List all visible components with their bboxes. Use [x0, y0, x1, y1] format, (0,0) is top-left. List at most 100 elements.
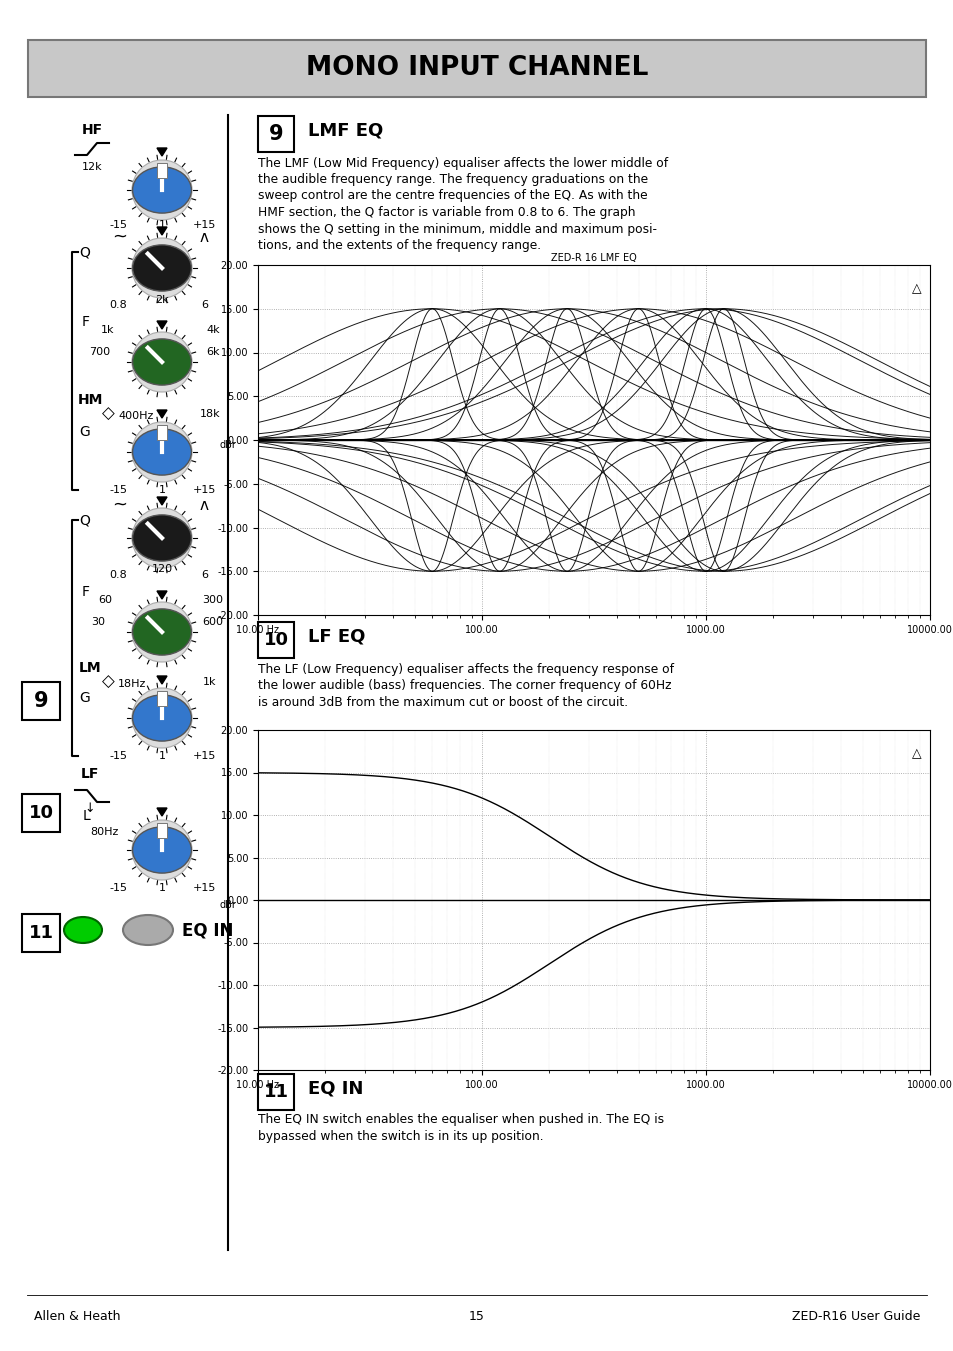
Text: 1k: 1k	[203, 677, 216, 688]
Polygon shape	[157, 497, 167, 505]
Text: 80Hz: 80Hz	[90, 827, 118, 838]
Text: +15: +15	[193, 220, 215, 230]
Text: -15: -15	[109, 884, 127, 893]
Text: +15: +15	[193, 884, 215, 893]
Y-axis label: dBr: dBr	[219, 440, 236, 450]
Circle shape	[132, 820, 192, 880]
Bar	[257, 116, 294, 153]
Bar	[257, 621, 294, 658]
Bar	[22, 682, 60, 720]
Ellipse shape	[132, 168, 192, 213]
Text: 18k: 18k	[199, 409, 220, 419]
Text: G: G	[79, 426, 90, 439]
Text: F: F	[82, 585, 90, 598]
Ellipse shape	[132, 245, 192, 290]
Text: -15: -15	[109, 751, 127, 761]
Text: HMF section, the Q factor is variable from 0.8 to 6. The graph: HMF section, the Q factor is variable fr…	[257, 205, 635, 219]
Circle shape	[132, 422, 192, 482]
Text: L: L	[82, 809, 90, 823]
Text: The LMF (Low Mid Frequency) equaliser affects the lower middle of: The LMF (Low Mid Frequency) equaliser af…	[257, 157, 667, 169]
Text: 0.8: 0.8	[109, 300, 127, 309]
Text: 60: 60	[98, 594, 112, 605]
Ellipse shape	[132, 827, 192, 873]
Text: Allen & Heath: Allen & Heath	[34, 1309, 120, 1323]
Text: 400Hz: 400Hz	[118, 411, 153, 422]
Text: Q: Q	[79, 245, 90, 259]
Text: EQ IN: EQ IN	[308, 1079, 363, 1097]
Text: 10: 10	[29, 804, 53, 821]
Text: 15: 15	[469, 1309, 484, 1323]
Text: △: △	[911, 747, 921, 761]
Text: EQ IN: EQ IN	[182, 921, 233, 939]
Bar	[157, 426, 167, 440]
Polygon shape	[157, 322, 167, 330]
Text: ʌ: ʌ	[199, 497, 209, 512]
Text: The LF (Low Frequency) equaliser affects the frequency response of: The LF (Low Frequency) equaliser affects…	[257, 662, 673, 676]
Text: HF: HF	[81, 123, 103, 136]
Text: 12k: 12k	[82, 162, 102, 172]
Text: 6: 6	[201, 300, 209, 309]
Text: +15: +15	[193, 485, 215, 494]
Text: 1: 1	[158, 220, 165, 230]
Ellipse shape	[123, 915, 172, 944]
Text: G: G	[79, 690, 90, 705]
Text: △: △	[911, 282, 921, 296]
Text: LMF EQ: LMF EQ	[308, 122, 383, 139]
Text: Q: Q	[79, 513, 90, 527]
Bar	[22, 794, 60, 832]
Polygon shape	[157, 590, 167, 598]
Bar	[157, 824, 167, 839]
Text: 120: 120	[152, 563, 172, 574]
Text: bypassed when the switch is in its up position.: bypassed when the switch is in its up po…	[257, 1129, 543, 1143]
Ellipse shape	[132, 515, 192, 561]
Text: sweep control are the centre frequencies of the EQ. As with the: sweep control are the centre frequencies…	[257, 189, 647, 203]
Text: 1: 1	[158, 485, 165, 494]
Text: -15: -15	[109, 485, 127, 494]
Bar	[257, 1074, 294, 1111]
Ellipse shape	[132, 609, 192, 655]
Ellipse shape	[132, 339, 192, 385]
Text: the lower audible (bass) frequencies. The corner frequency of 60Hz: the lower audible (bass) frequencies. Th…	[257, 680, 671, 692]
Polygon shape	[157, 676, 167, 684]
Text: 6: 6	[201, 570, 209, 580]
Text: the audible frequency range. The frequency graduations on the: the audible frequency range. The frequen…	[257, 173, 647, 186]
Text: 0.8: 0.8	[109, 570, 127, 580]
Text: 600: 600	[202, 617, 223, 627]
Text: ↓: ↓	[85, 801, 95, 815]
Text: ~: ~	[112, 496, 128, 513]
Text: 4k: 4k	[206, 326, 219, 335]
Circle shape	[132, 238, 192, 299]
Text: MONO INPUT CHANNEL: MONO INPUT CHANNEL	[306, 55, 647, 81]
Text: 18Hz: 18Hz	[118, 680, 146, 689]
Text: HM: HM	[77, 393, 103, 407]
Circle shape	[132, 603, 192, 662]
Text: 9: 9	[269, 124, 283, 145]
Ellipse shape	[132, 428, 192, 476]
Text: 10: 10	[263, 631, 288, 648]
Text: ◇: ◇	[102, 673, 114, 690]
Text: ~: ~	[112, 228, 128, 246]
Text: F: F	[82, 315, 90, 330]
Text: tions, and the extents of the frequency range.: tions, and the extents of the frequency …	[257, 239, 540, 253]
Text: 11: 11	[263, 1084, 288, 1101]
Text: 1: 1	[158, 751, 165, 761]
Title: ZED-R 16 LMF EQ: ZED-R 16 LMF EQ	[551, 253, 637, 263]
Text: is around 3dB from the maximum cut or boost of the circuit.: is around 3dB from the maximum cut or bo…	[257, 696, 627, 708]
Ellipse shape	[64, 917, 102, 943]
Bar	[157, 163, 167, 178]
Bar	[28, 41, 925, 97]
Bar	[22, 915, 60, 952]
Text: LM: LM	[78, 661, 101, 676]
Circle shape	[132, 332, 192, 392]
Text: shows the Q setting in the minimum, middle and maximum posi-: shows the Q setting in the minimum, midd…	[257, 223, 657, 235]
Circle shape	[132, 508, 192, 567]
Text: ʌ: ʌ	[199, 230, 209, 245]
Bar	[157, 692, 167, 707]
Text: 9: 9	[33, 690, 49, 711]
Text: The EQ IN switch enables the equaliser when pushed in. The EQ is: The EQ IN switch enables the equaliser w…	[257, 1113, 663, 1127]
Text: ◇: ◇	[102, 405, 114, 423]
Text: 1k: 1k	[101, 326, 114, 335]
Text: 6k: 6k	[206, 347, 219, 357]
Text: 700: 700	[90, 347, 111, 357]
Circle shape	[132, 688, 192, 748]
